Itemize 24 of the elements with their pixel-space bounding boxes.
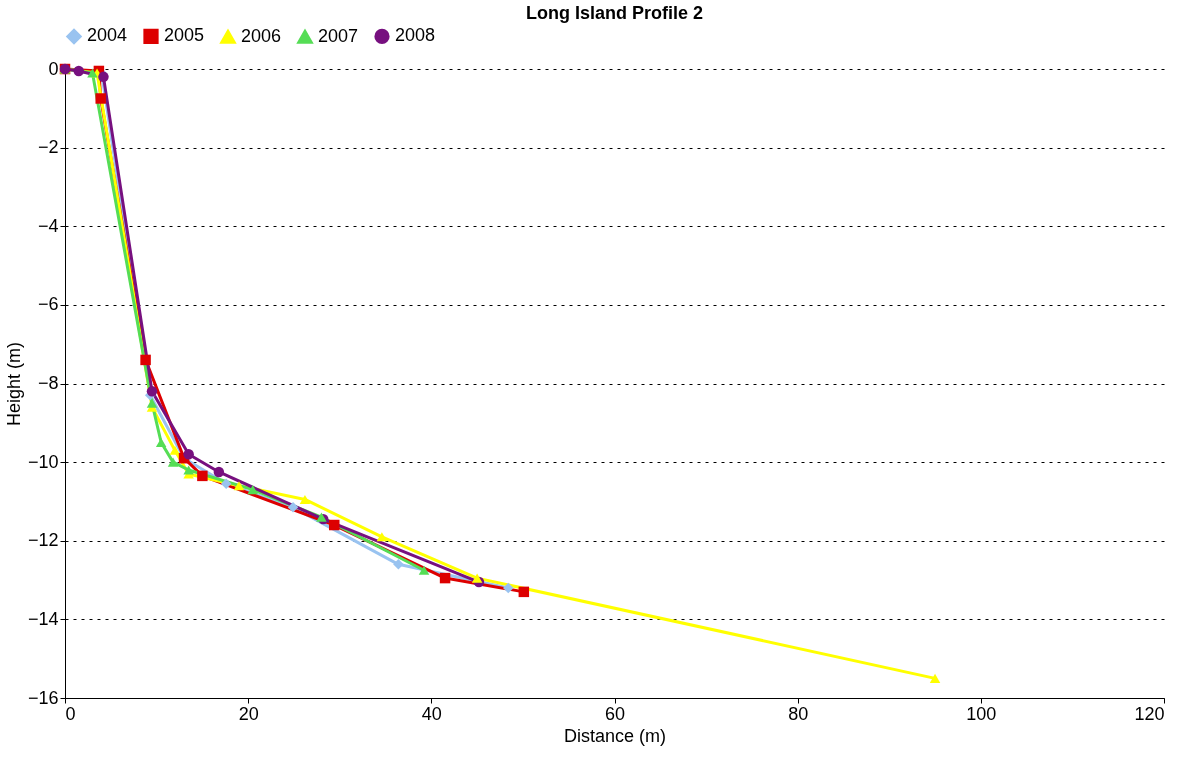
y-tick-label: −8 [37, 373, 59, 393]
y-tick-label: −4 [37, 215, 59, 236]
x-tick-label: 40 [421, 703, 442, 724]
legend-label: 2007 [318, 25, 359, 46]
legend-label: 2006 [241, 25, 282, 46]
x-tick-label: 0 [65, 703, 76, 724]
y-tick-label: −10 [27, 451, 59, 472]
y-tick-label: −6 [37, 294, 59, 315]
legend-label: 2008 [395, 25, 436, 46]
y-tick-label: −2 [37, 137, 59, 158]
chart-title: Long Island Profile 2 [525, 3, 704, 23]
y-axis-title: Height (m) [3, 341, 24, 427]
y-tick-label: −14 [27, 608, 59, 629]
x-tick-label: 120 [1134, 703, 1165, 724]
legend-label: 2005 [164, 25, 205, 46]
x-tick-label: 100 [966, 703, 997, 724]
x-tick-label: 60 [604, 703, 626, 724]
x-tick-label: 80 [788, 703, 809, 724]
y-tick-label: 0 [48, 58, 59, 79]
x-tick-label: 20 [238, 703, 259, 724]
y-tick-label: −16 [27, 687, 59, 708]
y-tick-label: −12 [27, 530, 59, 551]
legend-label: 2004 [87, 25, 128, 46]
x-axis-title: Distance (m) [563, 725, 667, 746]
